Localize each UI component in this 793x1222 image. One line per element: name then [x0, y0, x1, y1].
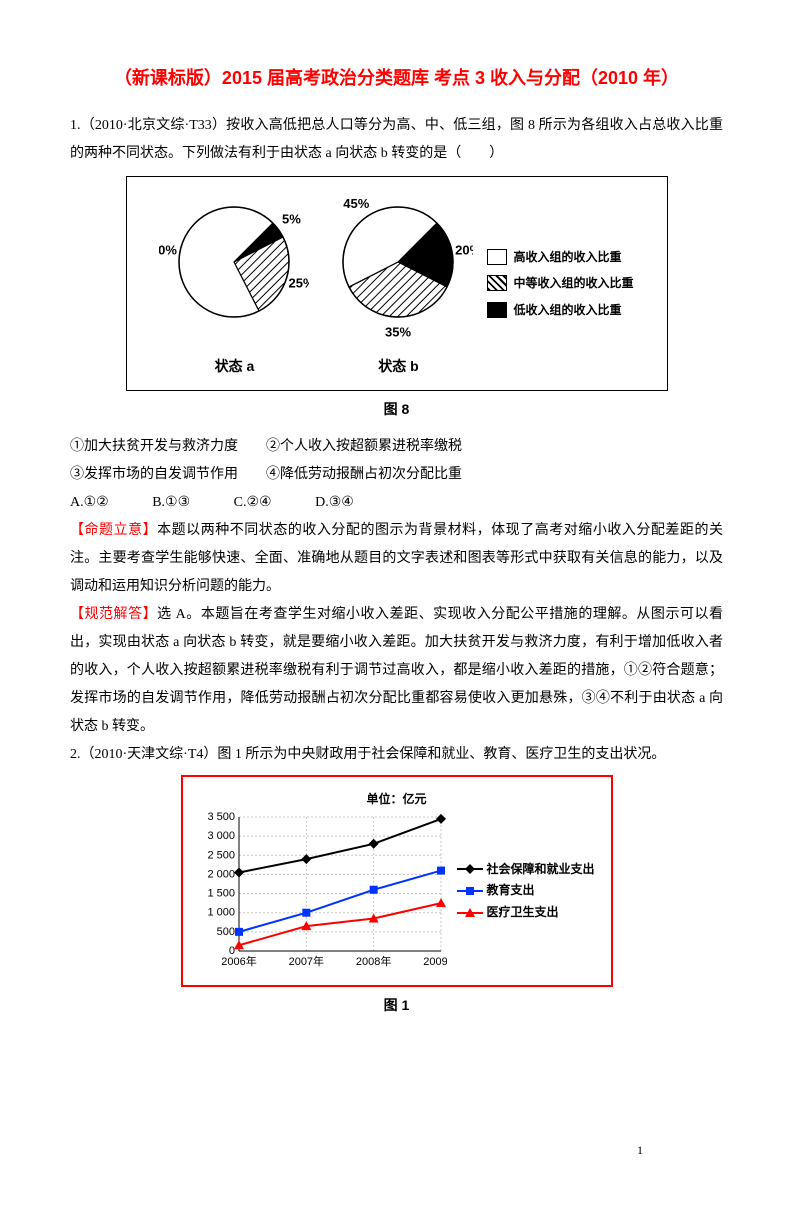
opt-a: A.①② — [70, 495, 109, 510]
legend-row: 社会保障和就业支出 — [457, 859, 595, 881]
svg-text:35%: 35% — [385, 324, 411, 337]
pie-a-caption: 状态 a — [159, 352, 309, 380]
svg-text:3 500: 3 500 — [207, 811, 235, 823]
pie-chart-a: 5% 25% 70% — [159, 187, 309, 337]
svg-text:25%: 25% — [289, 275, 309, 290]
svg-text:2 000: 2 000 — [207, 868, 235, 880]
q1-options: A.①② B.①③ C.②④ D.③④ — [70, 489, 723, 517]
answer-text: 选 A。本题旨在考查学生对缩小收入差距、实现收入分配公平措施的理解。从图示可以看… — [70, 607, 723, 734]
legend-row: 高收入组的收入比重 — [487, 244, 633, 270]
svg-text:20%: 20% — [456, 242, 474, 257]
legend-row: 教育支出 — [457, 880, 595, 902]
svg-text:70%: 70% — [159, 242, 177, 257]
legend-row: 医疗卫生支出 — [457, 902, 595, 924]
q1-answer: 【规范解答】选 A。本题旨在考查学生对缩小收入差距、实现收入分配公平措施的理解。… — [70, 601, 723, 741]
pie-b-caption: 状态 b — [323, 352, 473, 380]
opt-b: B.①③ — [152, 495, 190, 510]
q1-intent: 【命题立意】本题以两种不同状态的收入分配的图示为背景材料，体现了高考对缩小收入分… — [70, 517, 723, 601]
svg-text:500: 500 — [216, 926, 234, 938]
figure-8: 5% 25% 70% 状态 a 20% 35% 45% 状态 b 高收入组的收入比重中等… — [126, 176, 668, 391]
svg-text:2007年: 2007年 — [288, 954, 323, 968]
line-chart-legend: 社会保障和就业支出教育支出医疗卫生支出 — [457, 859, 595, 924]
line-chart: 05001 0001 5002 0002 5003 0003 5002006年2… — [197, 811, 447, 971]
page-title: （新课标版）2015 届高考政治分类题库 考点 3 收入与分配（2010 年） — [70, 60, 723, 96]
svg-text:1 500: 1 500 — [207, 888, 235, 900]
svg-text:3 000: 3 000 — [207, 830, 235, 842]
opt-c: C.②④ — [234, 495, 272, 510]
figure-1-unit: 单位：亿元 — [197, 787, 597, 811]
svg-text:2008年: 2008年 — [355, 954, 390, 968]
figure-1: 单位：亿元 05001 0001 5002 0002 5003 0003 500… — [181, 775, 613, 987]
figure-1-label: 图 1 — [70, 991, 723, 1019]
svg-text:2 500: 2 500 — [207, 849, 235, 861]
q1-stem: 1.（2010·北京文综·T33）按收入高低把总人口等分为高、中、低三组，图 8… — [70, 112, 723, 168]
page-number: 1 — [637, 1138, 643, 1162]
svg-text:45%: 45% — [344, 196, 370, 211]
legend-row: 中等收入组的收入比重 — [487, 270, 633, 296]
svg-text:2009年: 2009年 — [423, 954, 447, 968]
opt-d: D.③④ — [315, 495, 354, 510]
figure-8-label: 图 8 — [70, 395, 723, 423]
legend-row: 低收入组的收入比重 — [487, 297, 633, 323]
answer-label: 【规范解答】 — [70, 607, 157, 622]
q1-items-1: ①加大扶贫开发与救济力度 ②个人收入按超额累进税率缴税 — [70, 433, 723, 461]
svg-text:1 000: 1 000 — [207, 907, 235, 919]
figure-8-legend: 高收入组的收入比重中等收入组的收入比重低收入组的收入比重 — [487, 244, 633, 323]
svg-text:5%: 5% — [283, 212, 302, 227]
svg-text:2006年: 2006年 — [221, 954, 256, 968]
q1-items-2: ③发挥市场的自发调节作用 ④降低劳动报酬占初次分配比重 — [70, 461, 723, 489]
intent-text: 本题以两种不同状态的收入分配的图示为背景材料，体现了高考对缩小收入分配差距的关注… — [70, 523, 723, 594]
intent-label: 【命题立意】 — [70, 523, 157, 538]
q2-stem: 2.（2010·天津文综·T4）图 1 所示为中央财政用于社会保障和就业、教育、… — [70, 741, 723, 769]
pie-chart-b: 20% 35% 45% — [323, 187, 473, 337]
